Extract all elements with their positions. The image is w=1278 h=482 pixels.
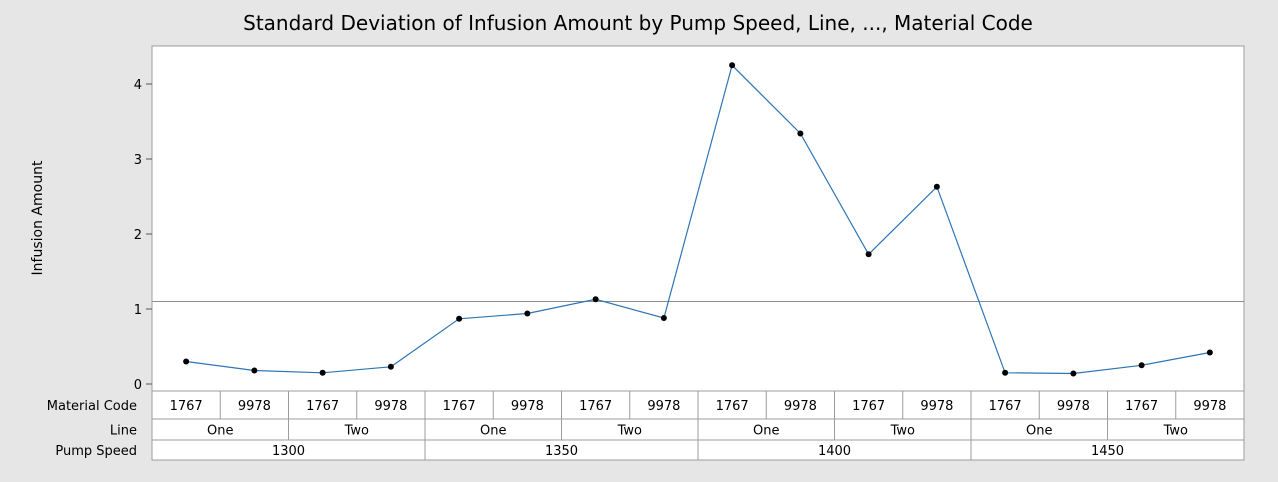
data-point: [183, 358, 190, 365]
y-tick-label: 4: [134, 78, 142, 93]
line-label: One: [1026, 424, 1052, 439]
data-point: [797, 130, 804, 137]
material-code-label: 9978: [647, 399, 680, 414]
line-label: Two: [344, 424, 369, 439]
line-label: One: [753, 424, 779, 439]
material-code-label: 9978: [374, 399, 407, 414]
pump-speed-label: 1300: [272, 444, 305, 459]
y-tick-label: 1: [134, 303, 142, 318]
row-label-pump-speed: Pump Speed: [55, 444, 137, 459]
row-label-line: Line: [110, 424, 137, 439]
pump-speed-label: 1450: [1091, 444, 1124, 459]
pump-speed-label: 1400: [818, 444, 851, 459]
line-label: Two: [890, 424, 915, 439]
data-point: [456, 315, 463, 322]
material-code-label: 1767: [579, 399, 612, 414]
line-label: One: [207, 424, 233, 439]
material-code-label: 9978: [511, 399, 544, 414]
material-code-label: 1767: [1125, 399, 1158, 414]
data-point: [1070, 370, 1077, 377]
data-point: [1002, 369, 1009, 376]
data-point: [251, 367, 258, 374]
material-code-label: 1767: [306, 399, 339, 414]
data-point: [319, 369, 326, 376]
material-code-label: 1767: [443, 399, 476, 414]
data-point: [1138, 362, 1145, 369]
line-label: One: [480, 424, 506, 439]
data-point: [865, 251, 872, 258]
y-axis-label: Infusion Amount: [30, 160, 46, 275]
material-code-label: 9978: [920, 399, 953, 414]
material-code-label: 1767: [989, 399, 1022, 414]
axis-table: 0 1 2 3 4 Material Code Line Pump Speed 1767 9978…: [47, 78, 1245, 461]
material-code-label: 1767: [170, 399, 203, 414]
series-line: [186, 64, 1211, 375]
material-code-label: 9978: [1057, 399, 1090, 414]
data-point: [387, 363, 394, 370]
line-label: Two: [1163, 424, 1188, 439]
pump-speed-label: 1350: [545, 444, 578, 459]
material-code-label: 1767: [716, 399, 749, 414]
material-code-label: 9978: [784, 399, 817, 414]
y-tick-label: 2: [134, 228, 142, 243]
y-tick-label: 3: [134, 153, 142, 168]
material-code-label: 1767: [852, 399, 885, 414]
data-point: [1206, 349, 1213, 356]
plot-area: [151, 45, 1245, 392]
row-label-material-code: Material Code: [47, 399, 137, 414]
chart-title: Standard Deviation of Infusion Amount by…: [243, 11, 1033, 35]
y-tick-label: 0: [134, 378, 142, 393]
data-point: [660, 315, 667, 321]
line-label: Two: [617, 424, 642, 439]
data-point: [524, 310, 531, 317]
data-point: [933, 183, 940, 190]
material-code-label: 9978: [1193, 399, 1226, 414]
data-layer: [152, 62, 1244, 377]
data-point: [592, 296, 599, 303]
data-point: [729, 62, 736, 69]
material-code-label: 9978: [238, 399, 271, 414]
